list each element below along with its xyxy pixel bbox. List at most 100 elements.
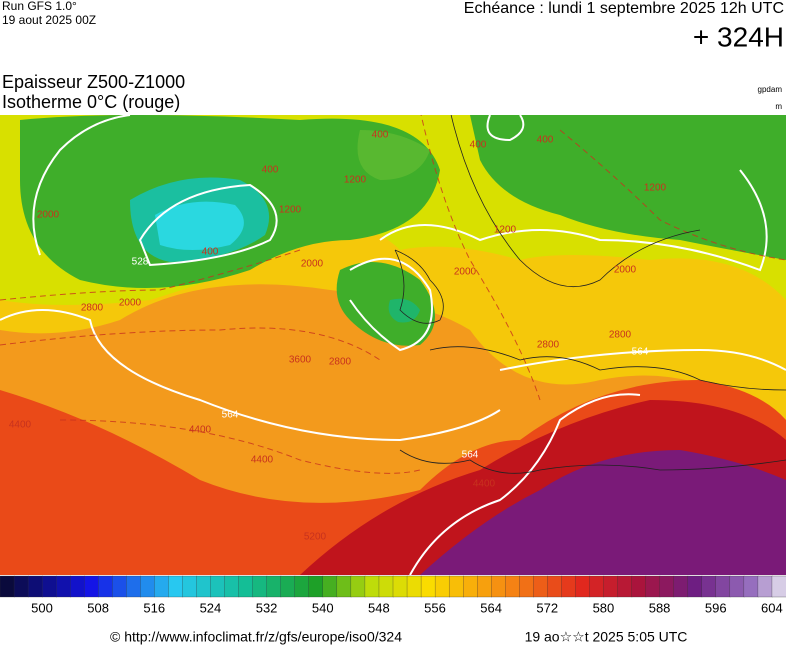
contour-label: 1200 [644, 183, 667, 194]
colorbar-swatch [434, 575, 450, 598]
contour-label: 564 [222, 410, 239, 421]
colorbar-swatch [392, 575, 408, 598]
colorbar-swatch [126, 575, 142, 598]
colorbar-swatch [224, 575, 240, 598]
contour-label: 1200 [344, 175, 367, 186]
colorbar-label: 564 [480, 600, 502, 615]
colorbar-swatch [715, 575, 731, 598]
contour-label: 400 [537, 135, 554, 146]
colorbar-swatch [196, 575, 212, 598]
contour-label: 2800 [609, 330, 632, 341]
colorbar-swatch [561, 575, 577, 598]
colorbar-swatch [659, 575, 675, 598]
colorbar-swatch [757, 575, 773, 598]
colorbar-label: 604 [761, 600, 783, 615]
colorbar-swatch [182, 575, 198, 598]
colorbar-label: 588 [649, 600, 671, 615]
colorbar-swatch [70, 575, 85, 598]
colorbar-swatch [420, 575, 436, 598]
colorbar-swatch [729, 575, 745, 598]
colorbar-swatch [701, 575, 717, 598]
colorbar-swatch [378, 575, 394, 598]
colorbar-swatch [294, 575, 310, 598]
colorbar-swatch [463, 575, 478, 598]
contour-label: 564 [462, 450, 479, 461]
title-2: Isotherme 0°C (rouge) [2, 92, 180, 112]
contour-label: 4400 [473, 479, 496, 490]
run: Run GFS 1.0° [2, 0, 77, 13]
colorbar-swatch [673, 575, 689, 598]
colorbar-swatch [743, 575, 759, 598]
unit-2: m [775, 102, 782, 111]
colorbar-swatch [0, 575, 15, 598]
colorbar-label: 572 [536, 600, 558, 615]
colorbar-swatch [168, 575, 184, 598]
colorbar-swatch [519, 575, 535, 598]
colorbar-swatch [266, 575, 282, 598]
colorbar-swatch [13, 575, 29, 598]
colorbar-label: 508 [87, 600, 109, 615]
contour-label: 4400 [9, 420, 32, 431]
colorbar: 500 508 516 524 532 540 548 556 564 572 580 588 596 6… [0, 575, 786, 615]
colorbar-label: 524 [200, 600, 222, 615]
colorbar-label: 540 [312, 600, 334, 615]
title-1: Epaisseur Z500-Z1000 [2, 72, 185, 92]
colorbar-swatch [491, 575, 506, 598]
colorbar-swatch [238, 575, 254, 598]
colorbar-swatch [210, 575, 226, 598]
colorbar-swatch [140, 575, 156, 598]
colorbar-label: 500 [31, 600, 53, 615]
contour-label: 2000 [37, 210, 60, 221]
colorbar-swatch [617, 575, 633, 598]
colorbar-swatch [280, 575, 296, 598]
colorbar-swatch [589, 575, 605, 598]
colorbar-swatch [27, 575, 43, 598]
colorbar-label: 556 [424, 600, 446, 615]
contour-label: 528 [132, 257, 149, 268]
colorbar-swatch [55, 575, 71, 598]
contour-label: 5200 [304, 532, 327, 543]
contour-label: 2800 [329, 357, 352, 368]
contour-label: 2000 [119, 298, 142, 309]
colorbar-label: 548 [368, 600, 390, 615]
colorbar-swatch [336, 575, 352, 598]
colorbar-label: 580 [593, 600, 615, 615]
colorbar-swatch [448, 575, 464, 598]
valid-time: Echéance : lundi 1 septembre 2025 12h UT… [464, 0, 784, 17]
colorbar-swatch [505, 575, 520, 598]
unit-1: gpdam [758, 85, 783, 94]
contour-label: 2800 [537, 340, 560, 351]
colorbar-swatch [41, 575, 57, 598]
contour-label: 400 [262, 165, 279, 176]
colorbar-swatch [533, 575, 549, 598]
map [0, 115, 786, 575]
colorbar-swatch [364, 575, 380, 598]
colorbar-swatch [547, 575, 563, 598]
colorbar-swatch [98, 575, 113, 598]
colorbar-swatch [631, 575, 647, 598]
contour-label: 400 [372, 130, 389, 141]
colorbar-swatch [350, 575, 366, 598]
contour-label: 400 [470, 140, 487, 151]
contour-label: 400 [202, 247, 219, 258]
contour-label: 564 [632, 347, 649, 358]
contour-label: 4400 [251, 455, 274, 466]
lead-time: + 324H [693, 21, 784, 52]
contour-label: 3600 [289, 355, 312, 366]
contour-label: 2000 [614, 265, 637, 276]
colorbar-swatch [84, 575, 99, 598]
contour-label: 2000 [454, 267, 477, 278]
colorbar-swatch [308, 575, 324, 598]
colorbar-swatch [477, 575, 492, 598]
colorbar-swatch [406, 575, 422, 598]
colorbar-swatch [154, 575, 170, 598]
colorbar-swatch [112, 575, 127, 598]
colorbar-swatch [687, 575, 703, 598]
contour-label: 1200 [494, 225, 517, 236]
colorbar-label: 596 [705, 600, 727, 615]
footer-generated: 19 ao☆☆t 2025 5:05 UTC [525, 629, 688, 645]
colorbar-swatch [645, 575, 661, 598]
contour-label: 1200 [279, 205, 302, 216]
